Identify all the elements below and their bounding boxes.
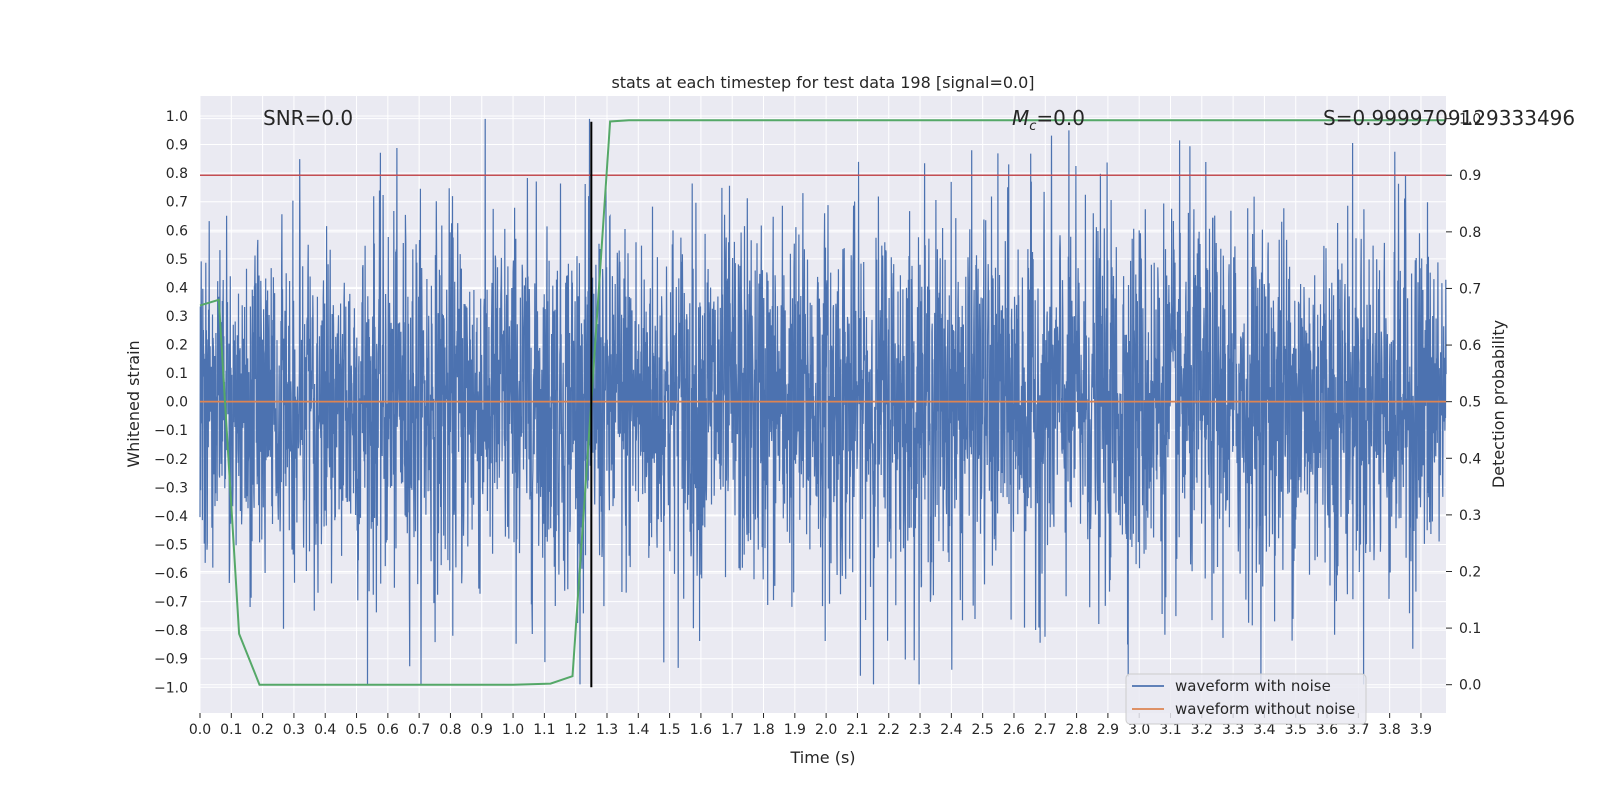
y2-tick-label: 0.3 — [1459, 508, 1481, 524]
mc-annotation: Mc=0.0 — [1012, 106, 1085, 134]
y-tick-label: −0.5 — [154, 537, 188, 553]
y-tick-label: 0.2 — [166, 338, 188, 354]
y2-tick-label: 0.9 — [1459, 168, 1481, 184]
x-tick-label: 0.5 — [345, 722, 367, 738]
x-tick-label: 0.8 — [439, 722, 461, 738]
x-tick-label: 3.8 — [1379, 722, 1401, 738]
x-tick-label: 1.0 — [502, 722, 524, 738]
x-tick-label: 1.7 — [721, 722, 743, 738]
x-tick-label: 0.0 — [189, 722, 211, 738]
x-tick-label: 0.4 — [314, 722, 336, 738]
y-tick-label: −0.9 — [154, 652, 188, 668]
x-tick-label: 0.7 — [408, 722, 430, 738]
y-tick-label: 0.5 — [166, 252, 188, 268]
s-annotation: S=0.9999709129333496 — [1323, 106, 1575, 130]
y2-tick-label: 0.8 — [1459, 225, 1481, 241]
legend: waveform with noise waveform without noi… — [1125, 673, 1367, 725]
x-tick-label: 2.8 — [1065, 722, 1087, 738]
y2-tick-label: 0.6 — [1459, 338, 1481, 354]
y-tick-label: 0.3 — [166, 309, 188, 325]
x-tick-label: 3.7 — [1347, 722, 1369, 738]
y-tick-label: 0.6 — [166, 223, 188, 239]
x-tick-label: 2.7 — [1034, 722, 1056, 738]
y-tick-label: −0.1 — [154, 423, 188, 439]
y-axis-label: Whitened strain — [124, 340, 143, 467]
x-tick-label: 3.9 — [1410, 722, 1432, 738]
y2-tick-label: 1.0 — [1459, 112, 1481, 128]
x-tick-label: 3.4 — [1253, 722, 1275, 738]
x-tick-label: 0.3 — [283, 722, 305, 738]
y-tick-label: −0.8 — [154, 623, 188, 639]
y-tick-label: 0.9 — [166, 138, 188, 154]
x-tick-label: 2.3 — [909, 722, 931, 738]
x-tick-label: 1.2 — [565, 722, 587, 738]
y-tick-label: 0.4 — [166, 280, 188, 296]
y2-tick-label: 0.5 — [1459, 395, 1481, 411]
series-lines — [199, 119, 1446, 688]
x-tick-label: 3.1 — [1159, 722, 1181, 738]
x-tick-label: 1.3 — [596, 722, 618, 738]
x-tick-label: 1.1 — [533, 722, 555, 738]
x-tick-label: 1.5 — [658, 722, 680, 738]
x-tick-label: 0.6 — [377, 722, 399, 738]
y-tick-label: 0.0 — [166, 395, 188, 411]
legend-label-noise: waveform with noise — [1175, 677, 1331, 695]
x-tick-label: 2.5 — [972, 722, 994, 738]
series-waveform-with-noise — [199, 118, 1447, 685]
x-tick-label: 1.6 — [690, 722, 712, 738]
x-tick-label: 2.4 — [940, 722, 962, 738]
y-tick-label: −0.3 — [154, 480, 188, 496]
x-tick-label: 2.6 — [1003, 722, 1025, 738]
x-tick-label: 2.0 — [815, 722, 837, 738]
y-tick-label: −0.6 — [154, 566, 188, 582]
x-tick-label: 3.3 — [1222, 722, 1244, 738]
snr-annotation: SNR=0.0 — [263, 106, 353, 130]
x-tick-label: 3.0 — [1128, 722, 1150, 738]
legend-box — [1125, 673, 1367, 725]
y2-tick-label: 0.1 — [1459, 621, 1481, 637]
y-tick-label: 1.0 — [166, 109, 188, 125]
x-axis-ticks: 0.0 0.1 0.2 0.3 0.4 0.5 0.6 0.7 0.8 0.9 1.0 1.1 1.2 1… — [189, 713, 1432, 738]
x-tick-label: 1.9 — [784, 722, 806, 738]
x-tick-label: 2.9 — [1097, 722, 1119, 738]
x-tick-label: 3.2 — [1191, 722, 1213, 738]
y2-axis-label: Detection probability — [1489, 320, 1508, 488]
y-tick-label: −1.0 — [154, 680, 188, 696]
x-tick-label: 0.1 — [220, 722, 242, 738]
x-tick-label: 3.5 — [1285, 722, 1307, 738]
x-tick-label: 2.2 — [878, 722, 900, 738]
y2-tick-label: 0.4 — [1459, 451, 1481, 467]
x-tick-label: 1.8 — [752, 722, 774, 738]
detection-probability-line — [199, 119, 1446, 686]
x-tick-label: 2.1 — [846, 722, 868, 738]
x-tick-label: 1.4 — [627, 722, 649, 738]
x-tick-label: 3.6 — [1316, 722, 1338, 738]
waveform-with-noise-line — [199, 118, 1447, 685]
y-tick-label: −0.4 — [154, 509, 188, 525]
x-axis-label: Time (s) — [789, 748, 855, 767]
y2-axis-ticks: 1.0 0.9 0.8 0.7 0.6 0.5 0.4 0.3 0.2 0.1 0.0 — [1446, 112, 1481, 694]
y-axis-ticks: 1.0 0.9 0.8 0.7 0.6 0.5 0.4 0.3 0.2 0.1 0.0 −0.1 −0.… — [154, 109, 188, 696]
y2-tick-label: 0.7 — [1459, 281, 1481, 297]
y-tick-label: −0.7 — [154, 595, 188, 611]
y2-tick-label: 0.0 — [1459, 678, 1481, 694]
chart-title: stats at each timestep for test data 198… — [611, 73, 1034, 92]
x-tick-label: 0.2 — [251, 722, 273, 738]
y-tick-label: 0.8 — [166, 166, 188, 182]
y-tick-label: 0.7 — [166, 195, 188, 211]
y2-tick-label: 0.2 — [1459, 564, 1481, 580]
x-tick-label: 0.9 — [471, 722, 493, 738]
y-tick-label: 0.1 — [166, 366, 188, 382]
y-tick-label: −0.2 — [154, 452, 188, 468]
legend-label-clean: waveform without noise — [1175, 700, 1355, 718]
